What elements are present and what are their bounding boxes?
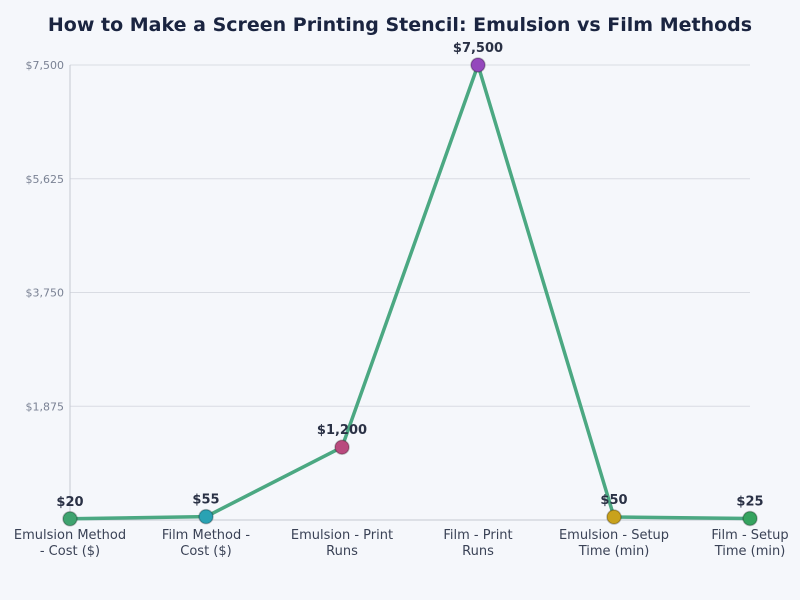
data-point-marker[interactable] — [742, 510, 758, 527]
chart-title: How to Make a Screen Printing Stencil: E… — [47, 14, 753, 36]
x-tick-label: Film - Setup Time (min) — [711, 528, 788, 559]
x-tick-label: Emulsion - Setup Time (min) — [559, 528, 669, 559]
data-point-marker[interactable] — [470, 57, 486, 73]
x-tick-label: Film - Print Runs — [443, 528, 512, 559]
y-tick-label: $1,875 — [26, 400, 65, 413]
data-value-label: $20 — [56, 495, 83, 510]
y-tick-label: $5,625 — [26, 173, 65, 186]
y-axis-ticks: $1,875 $3,750 $5,625 $7,500 — [26, 59, 65, 413]
gridlines — [70, 64, 750, 407]
data-value-label: $7,500 — [453, 41, 503, 56]
x-axis-ticks: Emulsion Method - Cost ($) Film Method -Co… — [14, 528, 789, 559]
axes — [69, 65, 750, 521]
data-value-label: $55 — [192, 493, 219, 508]
x-tick-label: Film Method -Cost ($) — [162, 528, 250, 559]
data-point-marker[interactable] — [62, 511, 78, 527]
series-line — [69, 63, 751, 521]
y-tick-label: $7,500 — [26, 59, 65, 72]
data-value-label: $1,200 — [317, 423, 367, 438]
data-point-marker[interactable] — [606, 509, 622, 525]
data-value-label: $25 — [736, 494, 763, 509]
data-value-label: $50 — [600, 493, 627, 508]
x-tick-label: Emulsion - Print Runs — [291, 528, 393, 559]
y-tick-label: $3,750 — [26, 287, 65, 300]
x-tick-label: Emulsion Method - Cost ($) — [14, 528, 126, 559]
data-point-marker[interactable] — [198, 508, 214, 525]
data-point-marker[interactable] — [334, 439, 350, 455]
data-labels: $20 $55 $1,200 $7,500 $50 $25 — [56, 41, 763, 510]
data-series — [62, 57, 758, 527]
